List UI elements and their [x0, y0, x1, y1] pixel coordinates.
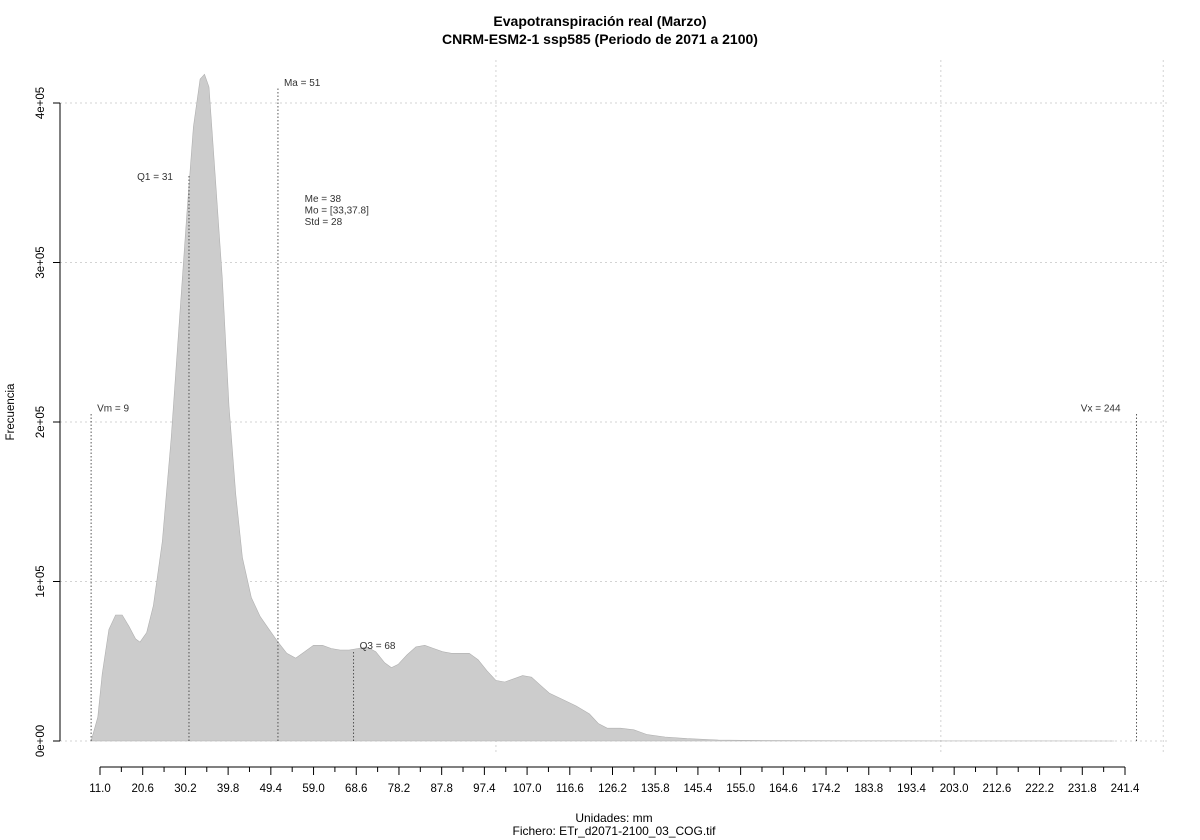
annotations: Vm = 9 Q1 = 31 Ma = 51 Q3 = 68 Vx = 244 Me = …: [90, 78, 1138, 741]
x-tick-label: 203.0: [940, 783, 969, 795]
y-tick-label: 0e+00: [35, 725, 47, 757]
x-tick-label: 183.8: [854, 783, 883, 795]
marker-label: Vm = 9: [97, 403, 129, 414]
x-tick-label: 11.0: [89, 783, 111, 795]
chart-subtitle: CNRM-ESM2-1 ssp585 (Periodo de 2071 a 21…: [442, 31, 758, 47]
x-tick-label: 78.2: [388, 783, 410, 795]
stats-label: Me = 38: [305, 194, 342, 205]
marker-label: Ma = 51: [284, 78, 321, 89]
chart-title: Evapotranspiración real (Marzo): [493, 13, 706, 29]
x-tick-label: 222.2: [1025, 783, 1054, 795]
file-name: Fichero: ETr_d2071-2100_03_COG.tif: [513, 824, 717, 838]
y-tick-label: 1e+05: [35, 565, 47, 597]
x-tick-label: 49.4: [260, 783, 283, 795]
x-tick-label: 164.6: [769, 783, 798, 795]
marker-label: Q3 = 68: [360, 641, 396, 652]
x-axis-label: Unidades: mm: [575, 811, 652, 825]
x-tick-label: 126.2: [598, 783, 627, 795]
x-tick-label: 116.6: [556, 783, 584, 795]
x-tick-label: 155.0: [726, 783, 755, 795]
stats-label: Std = 28: [305, 217, 343, 228]
y-axis-label: Frecuencia: [5, 383, 17, 440]
x-tick-label: 231.8: [1068, 783, 1097, 795]
y-tick-label: 4e+05: [35, 87, 47, 119]
x-tick-label: 241.4: [1111, 783, 1140, 795]
density-area: [90, 73, 1115, 742]
grid-lines: [60, 60, 1168, 752]
x-tick-label: 68.6: [345, 783, 367, 795]
x-tick-label: 193.4: [897, 783, 926, 795]
x-tick-label: 87.8: [430, 783, 452, 795]
marker-label: Vx = 244: [1081, 403, 1121, 414]
x-tick-label: 174.2: [812, 783, 841, 795]
y-axis: 0e+00 1e+05 2e+05 3e+05 4e+05: [35, 87, 61, 757]
x-tick-label: 39.8: [217, 783, 239, 795]
x-tick-label: 30.2: [174, 783, 196, 795]
x-tick-label: 97.4: [473, 783, 496, 795]
x-tick-label: 20.6: [132, 783, 154, 795]
x-axis: 11.0 20.6 30.2 39.8 49.4 59.0 68.6 78.2 87.8 97.4…: [89, 766, 1140, 795]
x-tick-label: 135.8: [641, 783, 670, 795]
x-tick-label: 212.6: [982, 783, 1011, 795]
y-tick-label: 3e+05: [35, 246, 47, 278]
y-tick-label: 2e+05: [35, 406, 47, 438]
marker-label: Q1 = 31: [137, 172, 173, 183]
stats-label: Mo = [33,37.8]: [305, 205, 369, 216]
x-tick-label: 145.4: [684, 783, 713, 795]
x-tick-label: 107.0: [513, 783, 542, 795]
x-tick-label: 59.0: [302, 783, 324, 795]
